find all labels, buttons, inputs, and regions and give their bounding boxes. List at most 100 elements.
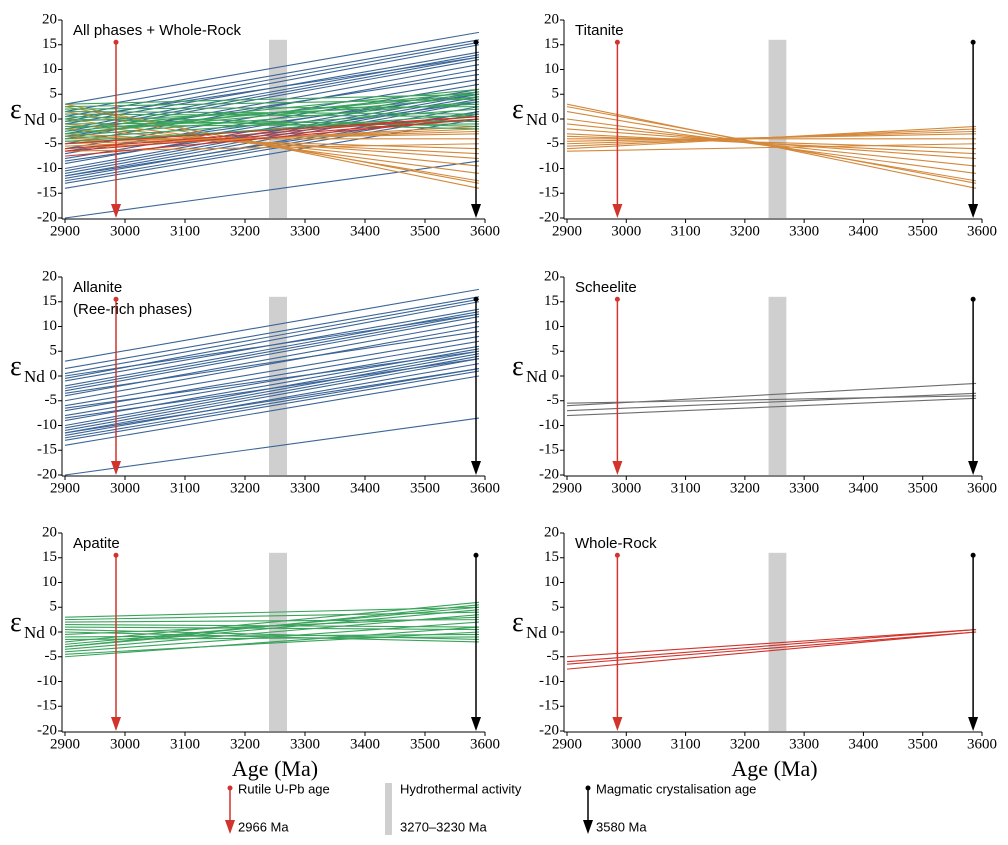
y-tick-label: -20	[37, 722, 57, 738]
y-tick-label: -15	[539, 442, 559, 458]
line	[64, 108, 480, 140]
y-tick-label: -10	[37, 673, 57, 689]
line	[566, 118, 977, 174]
y-tick-label: 0	[50, 367, 58, 383]
x-tick-label: 3000	[611, 736, 641, 752]
x-tick-label: 3600	[967, 736, 997, 752]
y-tick-label: -20	[37, 209, 57, 225]
y-tick-label: 10	[544, 61, 559, 77]
age-arrow-dot	[473, 552, 479, 558]
line	[64, 41, 480, 118]
line	[64, 358, 480, 419]
panel: -20 -15 -10 -5 0 5 10 15 20 2900 3000 3100 3200 3300 3…	[10, 524, 500, 781]
line	[64, 633, 480, 638]
line	[64, 368, 480, 439]
x-tick-label: 3500	[410, 223, 440, 239]
x-tick-label: 3300	[290, 480, 320, 496]
y-tick-label: 20	[544, 524, 559, 540]
panel-title: Whole-Rock	[575, 535, 657, 552]
x-tick-label: 3400	[848, 480, 878, 496]
legend-value: 3270–3230 Ma	[400, 819, 488, 834]
y-tick-label: 5	[50, 599, 58, 615]
x-tick-label: 2900	[552, 223, 582, 239]
x-tick-label: 3600	[470, 736, 500, 752]
x-tick-label: 3200	[230, 223, 260, 239]
y-tick-label: 15	[544, 293, 559, 309]
panel-subtitle: (Ree-rich phases)	[73, 301, 192, 318]
x-tick-label: 3100	[170, 480, 200, 496]
x-tick-label: 3400	[848, 223, 878, 239]
x-tick-label: 3100	[671, 223, 701, 239]
age-arrow-dot	[970, 296, 976, 302]
y-tick-label: -5	[547, 648, 560, 664]
panel-title: All phases + Whole-Rock	[73, 22, 241, 39]
hydrothermal-band	[768, 552, 787, 731]
y-axis-label-sub: Nd	[526, 623, 547, 642]
y-axis-label-sub: Nd	[24, 367, 45, 386]
y-tick-label: 0	[552, 110, 560, 126]
x-tick-label: 3100	[170, 223, 200, 239]
y-tick-label: -5	[45, 648, 58, 664]
panel-title: Apatite	[73, 535, 120, 552]
y-tick-label: -15	[539, 698, 559, 714]
x-tick-label: 2900	[552, 736, 582, 752]
x-tick-label: 3300	[789, 223, 819, 239]
y-tick-label: -15	[539, 185, 559, 201]
line	[64, 113, 480, 118]
line	[566, 628, 977, 658]
age-arrow-head	[471, 461, 481, 475]
line	[64, 601, 480, 643]
y-tick-label: 5	[552, 343, 560, 359]
x-tick-label: 2900	[50, 480, 80, 496]
line	[64, 288, 480, 362]
y-tick-label: -10	[539, 417, 559, 433]
y-tick-label: 5	[50, 86, 58, 102]
x-tick-label: 2900	[552, 480, 582, 496]
y-axis-label-sub: Nd	[24, 623, 45, 642]
age-arrow-head	[471, 204, 481, 218]
age-arrow-dot	[113, 552, 119, 558]
line	[64, 101, 480, 162]
legend-arrow-head	[583, 820, 593, 834]
y-tick-label: 5	[50, 343, 58, 359]
line	[566, 125, 977, 150]
line	[64, 370, 480, 441]
line	[566, 133, 977, 155]
age-arrow-head	[968, 461, 979, 475]
x-tick-label: 3000	[110, 480, 140, 496]
y-tick-label: -5	[45, 392, 58, 408]
y-tick-label: 15	[544, 549, 559, 565]
x-tick-label: 3500	[410, 736, 440, 752]
panel: -20 -15 -10 -5 0 5 10 15 20 2900 3000 3100 3200 3300 3…	[10, 11, 500, 239]
y-axis-label: ε	[512, 94, 524, 125]
y-tick-label: 15	[42, 36, 57, 52]
y-tick-label: -5	[547, 135, 560, 151]
line	[64, 96, 480, 172]
line	[64, 59, 480, 135]
line	[64, 604, 480, 648]
y-tick-label: -10	[539, 673, 559, 689]
x-tick-label: 3500	[908, 480, 938, 496]
y-axis-label-sub: Nd	[526, 110, 547, 129]
y-tick-label: 20	[544, 268, 559, 284]
age-arrow-head	[968, 204, 979, 218]
y-axis-label: ε	[10, 94, 22, 125]
x-tick-label: 2900	[50, 736, 80, 752]
x-tick-label: 3000	[110, 736, 140, 752]
y-tick-label: 0	[50, 110, 58, 126]
line	[566, 631, 977, 670]
y-tick-label: 20	[42, 524, 57, 540]
line	[64, 88, 480, 130]
line	[64, 118, 480, 157]
age-arrow-head	[612, 717, 623, 731]
line	[64, 325, 480, 402]
line	[64, 368, 480, 434]
age-arrow-dot	[113, 296, 119, 302]
x-tick-label: 3500	[908, 736, 938, 752]
panel-title: Scheelite	[575, 279, 637, 296]
y-axis-label-sub: Nd	[526, 367, 547, 386]
legend: Rutile U-Pb age 2966 Ma Hydrothermal act…	[225, 781, 756, 835]
x-tick-label: 3000	[110, 223, 140, 239]
line	[64, 313, 480, 389]
x-tick-label: 3100	[671, 736, 701, 752]
